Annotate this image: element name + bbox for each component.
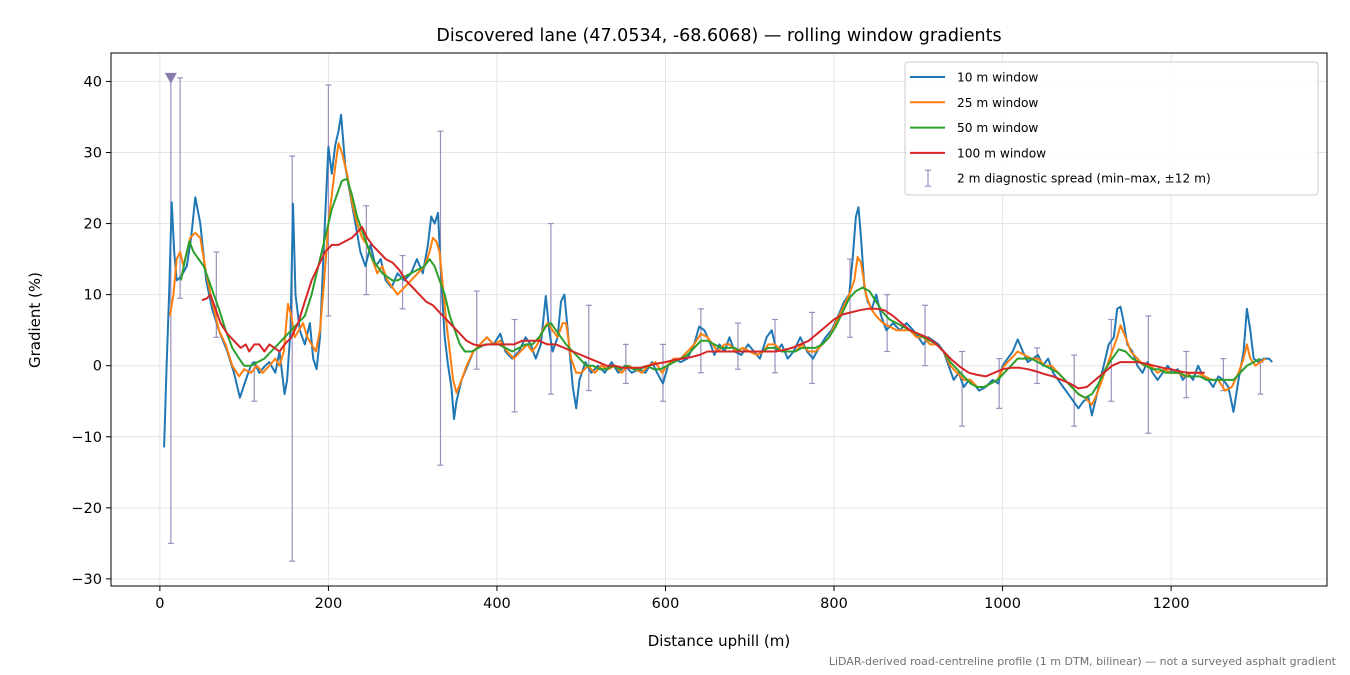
plot-area	[163, 72, 1273, 562]
plot-frame	[110, 52, 1328, 587]
y-tick-label: −10	[71, 430, 102, 446]
legend-label: 100 m window	[957, 146, 1046, 160]
chart-title: Discovered lane (47.0534, -68.6068) — ro…	[436, 26, 1001, 46]
error-bar	[325, 84, 332, 317]
error-bar	[437, 130, 444, 466]
y-tick-label: −20	[71, 501, 102, 517]
y-tick-label: 40	[84, 74, 102, 90]
legend-swatch	[925, 169, 931, 187]
x-tick-label: 600	[652, 596, 680, 612]
y-tick-label: 0	[93, 359, 102, 375]
error-bar	[511, 318, 518, 413]
error-bar	[734, 322, 741, 370]
error-bar	[1034, 347, 1041, 385]
error-bar	[585, 304, 592, 392]
y-tick-label: 10	[84, 288, 102, 304]
error-bar	[922, 304, 929, 367]
legend-label: 2 m diagnostic spread (min–max, ±12 m)	[957, 172, 1211, 186]
legend-label: 50 m window	[957, 121, 1038, 135]
error-bar	[399, 254, 406, 310]
error-bar	[177, 77, 184, 299]
error-bar	[959, 350, 966, 427]
series-line	[179, 177, 1261, 399]
y-axis-label: Gradient (%)	[26, 272, 44, 368]
legend-label: 10 m window	[957, 71, 1038, 85]
x-tick-label: 1200	[1153, 596, 1190, 612]
error-bar	[363, 205, 370, 296]
error-bar	[1257, 361, 1264, 395]
legend-box	[904, 61, 1319, 196]
x-tick-label: 400	[483, 596, 511, 612]
axis-ticks: 0 200 400 600 800 1000 1200 −30 −20 −10 0 10 20 30 40	[71, 74, 1189, 612]
y-tick-label: −30	[71, 572, 102, 588]
error-bar	[622, 343, 629, 385]
x-axis-label: Distance uphill (m)	[648, 632, 790, 650]
x-tick-label: 800	[820, 596, 848, 612]
error-bar	[547, 222, 554, 395]
clipped-marker	[164, 72, 177, 84]
footnote: LiDAR-derived road-centreline profile (1…	[829, 655, 1337, 668]
error-bar	[473, 290, 480, 370]
legend-label: 25 m window	[957, 96, 1038, 110]
y-tick-label: 30	[84, 145, 102, 161]
y-tick-label: 20	[84, 217, 102, 233]
error-bar	[1145, 315, 1152, 434]
legend: 10 m window 25 m window 50 m window 100 m w…	[904, 61, 1319, 196]
x-tick-label: 200	[315, 596, 343, 612]
error-bar	[884, 294, 891, 353]
series-line	[201, 226, 1205, 390]
x-tick-label: 0	[155, 596, 164, 612]
x-tick-label: 1000	[984, 596, 1021, 612]
